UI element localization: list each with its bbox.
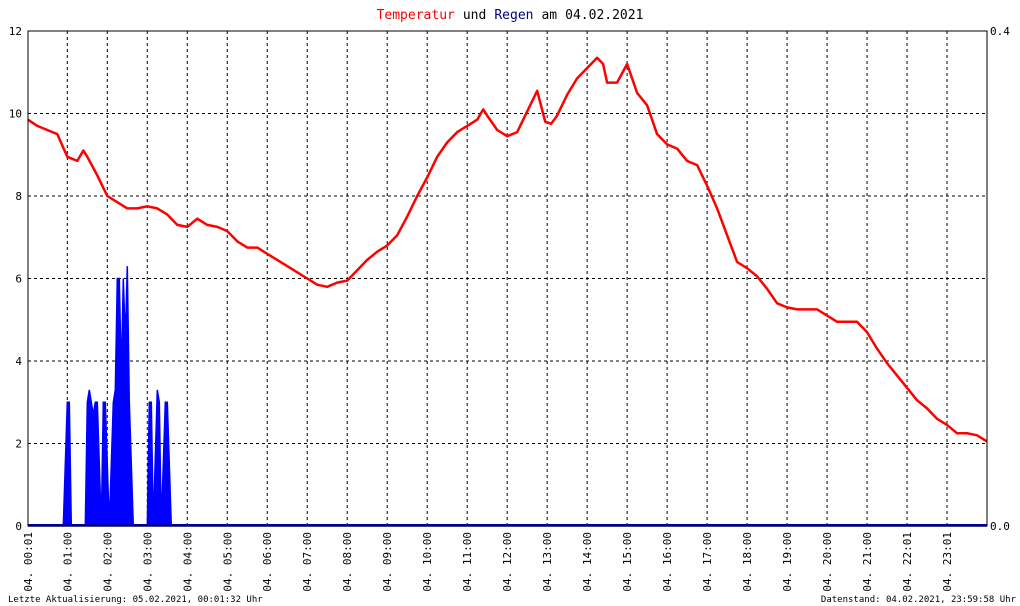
x-tick-label: 04. 18:00 [741,532,754,592]
y-tick-label-left: 4 [15,355,22,368]
x-tick-label: 04. 11:00 [461,532,474,592]
y-tick-label-left: 2 [15,438,22,451]
x-tick-label: 04. 01:00 [61,532,74,592]
x-tick-label: 04. 04:00 [181,532,194,592]
x-tick-label: 04. 17:00 [701,532,714,592]
x-axis: 04. 00:01 04. 01:00 04. 02:00 04. 03:00 04. … [22,532,954,592]
y-tick-label-left: 0 [15,520,22,533]
title-date: 04.02.2021 [565,8,643,23]
y-tick-label-right: 0.4 [990,25,1010,38]
y-tick-label-left: 6 [15,273,22,286]
x-tick-label: 04. 15:00 [621,532,634,592]
x-tick-label: 04. 05:00 [221,532,234,592]
title-am: am [541,8,557,23]
grid [28,31,987,526]
x-tick-label: 04. 00:01 [22,532,35,592]
title-temperatur: Temperatur [377,8,455,23]
x-tick-label: 04. 02:00 [101,532,114,592]
x-tick-label: 04. 22:01 [901,532,914,592]
y-tick-label-left: 10 [9,108,22,121]
x-tick-label: 04. 07:00 [301,532,314,592]
x-tick-label: 04. 13:00 [541,532,554,592]
x-tick-label: 04. 20:00 [821,532,834,592]
title-regen: Regen [494,8,533,23]
x-tick-label: 04. 06:00 [261,532,274,592]
y-axis-right: 0.0 0.4 [990,25,1010,533]
x-tick-label: 04. 19:00 [781,532,794,592]
series-regen [28,266,987,527]
x-tick-label: 04. 10:00 [421,532,434,592]
title-und: und [463,8,486,23]
x-tick-label: 04. 14:00 [581,532,594,592]
series-layer [27,56,988,527]
y-tick-label-right: 0.0 [990,520,1010,533]
x-tick-label: 04. 16:00 [661,532,674,592]
chart-title: Temperatur und Regen am 04.02.2021 [377,8,644,23]
x-tick-label: 04. 03:00 [141,532,154,592]
plot-frame [27,30,988,527]
footer-last-update: Letzte Aktualisierung: 05.02.2021, 00:01… [8,595,263,605]
series-temperatur [27,56,988,443]
x-tick-label: 04. 23:01 [941,532,954,592]
y-axis-left: 0 2 4 6 8 10 12 [9,25,23,533]
x-tick-label: 04. 12:00 [501,532,514,592]
y-tick-label-left: 8 [15,190,22,203]
x-tick-label: 04. 09:00 [381,532,394,592]
y-tick-label-left: 12 [9,25,22,38]
footer-data-state: Datenstand: 04.02.2021, 23:59:58 Uhr [821,595,1017,605]
x-tick-label: 04. 08:00 [341,532,354,592]
x-tick-label: 04. 21:00 [861,532,874,592]
